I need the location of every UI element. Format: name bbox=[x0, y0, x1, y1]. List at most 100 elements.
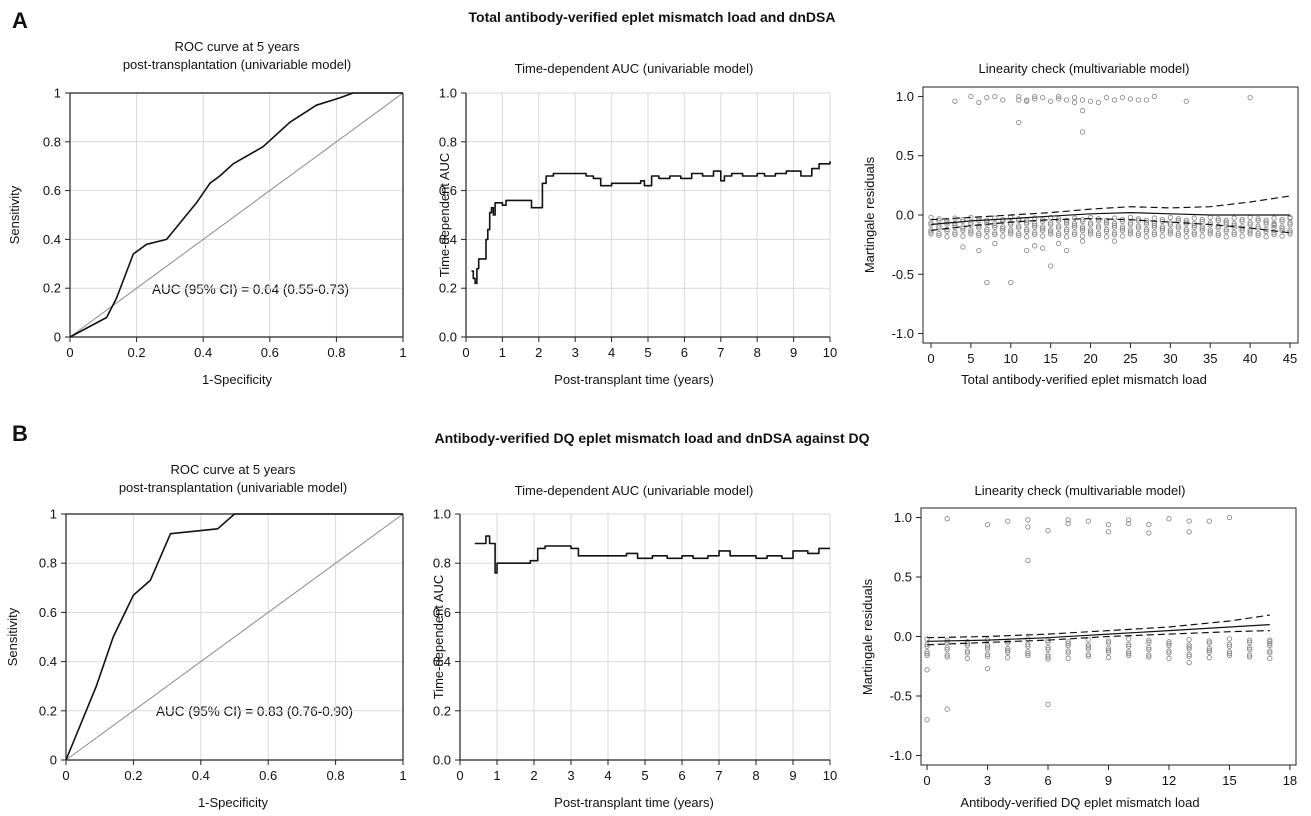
residual-point bbox=[1223, 219, 1229, 225]
residual-point bbox=[1005, 518, 1011, 524]
residual-point bbox=[1287, 231, 1293, 237]
residual-point bbox=[944, 217, 950, 223]
residual-point bbox=[1175, 216, 1181, 222]
reference-diagonal bbox=[69, 92, 404, 338]
y-tick-label: 0.2 bbox=[433, 703, 451, 718]
residual-point bbox=[976, 225, 982, 231]
residual-point bbox=[1186, 644, 1192, 650]
residual-point bbox=[1151, 215, 1158, 221]
residual-point bbox=[968, 93, 974, 100]
residual-point bbox=[1103, 219, 1110, 225]
panel-a-time-auc-chart: Time-dependent AUC (univariable model) P… bbox=[437, 61, 837, 387]
residual-point bbox=[1032, 222, 1038, 229]
x-tick-label: 5 bbox=[967, 351, 974, 366]
smooth-fit-line bbox=[926, 624, 1270, 642]
residual-point bbox=[1063, 97, 1070, 103]
residual-point bbox=[984, 651, 991, 657]
x-tick-label: 0.8 bbox=[327, 768, 345, 783]
residual-point bbox=[1025, 649, 1031, 655]
residual-point bbox=[1119, 226, 1126, 232]
x-tick-label: 20 bbox=[1083, 351, 1097, 366]
residual-point bbox=[960, 227, 966, 234]
ci-upper-line bbox=[926, 614, 1270, 639]
residual-point bbox=[1267, 639, 1273, 645]
residual-point bbox=[1255, 223, 1261, 229]
residual-point bbox=[1223, 217, 1229, 223]
residual-point bbox=[964, 642, 971, 649]
residual-point bbox=[964, 655, 971, 662]
residual-point bbox=[1175, 230, 1181, 237]
x-tick-label: 8 bbox=[752, 768, 759, 783]
y-tick-label: -0.5 bbox=[890, 688, 912, 703]
residual-point bbox=[1024, 221, 1030, 227]
residual-point bbox=[1016, 225, 1022, 231]
residual-point bbox=[1199, 224, 1205, 230]
x-tick-label: 15 bbox=[1043, 351, 1057, 366]
residual-point bbox=[1271, 215, 1277, 221]
residual-point bbox=[1045, 656, 1051, 662]
residual-point bbox=[1055, 240, 1062, 247]
residual-point bbox=[1126, 652, 1132, 659]
x-tick-label: 5 bbox=[641, 768, 648, 783]
residual-point bbox=[1287, 227, 1293, 233]
residual-point bbox=[1126, 636, 1132, 642]
residual-point bbox=[1239, 218, 1245, 225]
residual-point bbox=[1146, 639, 1152, 645]
residual-point bbox=[1263, 217, 1269, 223]
residual-point bbox=[1055, 96, 1062, 102]
residual-point bbox=[1175, 223, 1181, 229]
residual-point bbox=[1055, 218, 1062, 224]
residual-point bbox=[1207, 231, 1213, 237]
residual-point bbox=[968, 227, 974, 233]
residual-point bbox=[960, 244, 966, 250]
residual-point bbox=[1025, 641, 1031, 648]
reference-diagonal bbox=[65, 513, 404, 761]
residual-point bbox=[1000, 224, 1006, 230]
residual-point bbox=[1246, 646, 1253, 653]
residual-point bbox=[1079, 216, 1086, 223]
residual-point bbox=[976, 232, 982, 239]
residual-point bbox=[1111, 220, 1118, 227]
residual-point bbox=[968, 229, 974, 235]
residual-point bbox=[1143, 219, 1150, 225]
residual-point bbox=[1239, 216, 1245, 223]
y-tick-label: 0.4 bbox=[433, 654, 451, 669]
y-tick-label: 0.4 bbox=[43, 232, 61, 247]
residual-point bbox=[952, 230, 958, 236]
residual-point bbox=[1065, 648, 1071, 654]
residual-point bbox=[1126, 641, 1132, 648]
residual-point bbox=[1231, 215, 1237, 221]
residual-point bbox=[952, 98, 958, 104]
residual-point bbox=[964, 650, 971, 656]
y-tick-label: 0.6 bbox=[39, 605, 57, 620]
residual-point bbox=[1191, 215, 1197, 221]
residual-point bbox=[1263, 221, 1269, 227]
y-tick-label: 0.8 bbox=[439, 134, 457, 149]
residual-point bbox=[1025, 557, 1031, 564]
residual-point bbox=[1135, 230, 1142, 237]
x-tick-label: 3 bbox=[572, 345, 579, 360]
residual-point bbox=[1186, 518, 1192, 524]
chart-title: Time-dependent AUC (univariable model) bbox=[515, 483, 754, 498]
residual-point bbox=[1191, 222, 1197, 229]
residual-point bbox=[1159, 227, 1166, 234]
x-tick-label: 0.2 bbox=[124, 768, 142, 783]
residual-point bbox=[1071, 230, 1078, 236]
residual-point bbox=[1206, 518, 1212, 524]
residual-point bbox=[1105, 640, 1112, 646]
residual-point bbox=[1024, 228, 1030, 235]
residual-point bbox=[992, 230, 998, 236]
residual-point bbox=[1048, 263, 1054, 269]
residual-point bbox=[1032, 93, 1038, 100]
residual-point bbox=[1247, 95, 1253, 101]
residual-point bbox=[1247, 231, 1253, 237]
residual-point bbox=[1183, 219, 1189, 225]
residual-point bbox=[1063, 247, 1070, 254]
residual-point bbox=[1127, 227, 1134, 233]
residual-point bbox=[1135, 223, 1142, 229]
residual-point bbox=[1183, 234, 1189, 240]
residual-point bbox=[1065, 655, 1071, 662]
residual-point bbox=[944, 654, 950, 660]
residual-point bbox=[1267, 640, 1273, 647]
